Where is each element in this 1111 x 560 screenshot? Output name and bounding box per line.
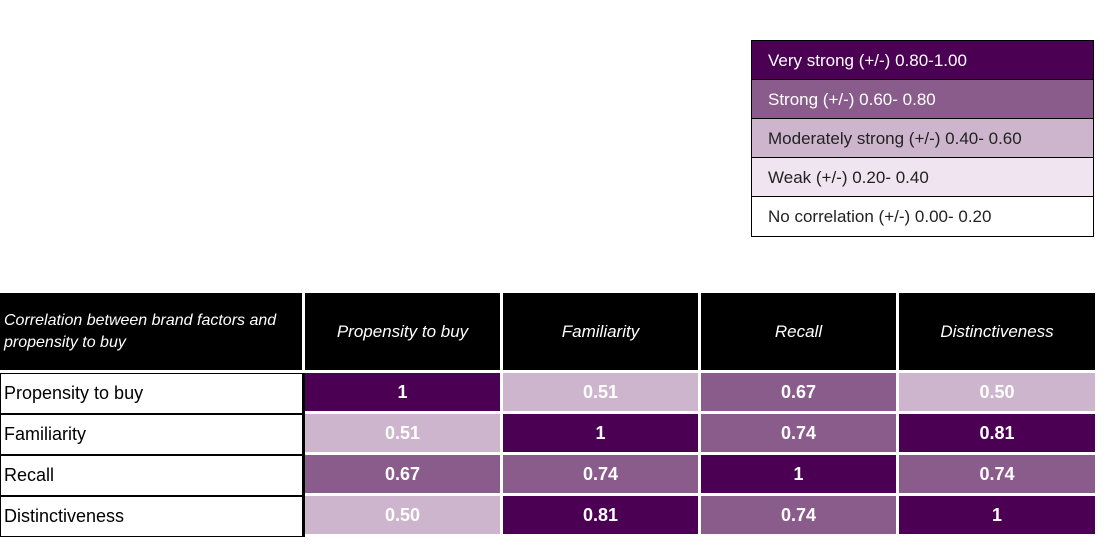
legend-item: Very strong (+/-) 0.80-1.00 xyxy=(752,41,1093,80)
heatmap-cell: 0.74 xyxy=(503,455,701,496)
legend-item: Weak (+/-) 0.20- 0.40 xyxy=(752,158,1093,197)
table-title: Correlation between brand factors and pr… xyxy=(0,293,305,373)
heatmap-cell: 1 xyxy=(899,496,1095,537)
legend-item: Moderately strong (+/-) 0.40- 0.60 xyxy=(752,119,1093,158)
table-row: Propensity to buy 1 0.51 0.67 0.50 xyxy=(0,373,1095,414)
table-row: Familiarity 0.51 1 0.74 0.81 xyxy=(0,414,1095,455)
heatmap-cell: 0.74 xyxy=(701,496,899,537)
row-label: Propensity to buy xyxy=(0,373,305,414)
heatmap-cell: 0.74 xyxy=(899,455,1095,496)
legend-item: Strong (+/-) 0.60- 0.80 xyxy=(752,80,1093,119)
correlation-table: Correlation between brand factors and pr… xyxy=(0,293,1095,537)
column-header: Distinctiveness xyxy=(899,293,1095,373)
column-header: Familiarity xyxy=(503,293,701,373)
heatmap-cell: 1 xyxy=(503,414,701,455)
legend-item: No correlation (+/-) 0.00- 0.20 xyxy=(752,197,1093,236)
heatmap-cell: 0.50 xyxy=(899,373,1095,414)
heatmap-cell: 0.81 xyxy=(503,496,701,537)
heatmap-cell: 0.74 xyxy=(701,414,899,455)
table-row: Distinctiveness 0.50 0.81 0.74 1 xyxy=(0,496,1095,537)
heatmap-cell: 0.67 xyxy=(305,455,503,496)
legend: Very strong (+/-) 0.80-1.00 Strong (+/-) … xyxy=(751,40,1094,237)
column-header: Propensity to buy xyxy=(305,293,503,373)
heatmap-cell: 0.51 xyxy=(503,373,701,414)
table-row: Recall 0.67 0.74 1 0.74 xyxy=(0,455,1095,496)
heatmap-cell: 0.50 xyxy=(305,496,503,537)
heatmap-cell: 1 xyxy=(701,455,899,496)
heatmap-cell: 1 xyxy=(305,373,503,414)
heatmap-cell: 0.67 xyxy=(701,373,899,414)
heatmap-cell: 0.51 xyxy=(305,414,503,455)
row-label: Familiarity xyxy=(0,414,305,455)
row-label: Distinctiveness xyxy=(0,496,305,537)
row-label: Recall xyxy=(0,455,305,496)
column-header: Recall xyxy=(701,293,899,373)
heatmap-cell: 0.81 xyxy=(899,414,1095,455)
header-row: Correlation between brand factors and pr… xyxy=(0,293,1095,373)
